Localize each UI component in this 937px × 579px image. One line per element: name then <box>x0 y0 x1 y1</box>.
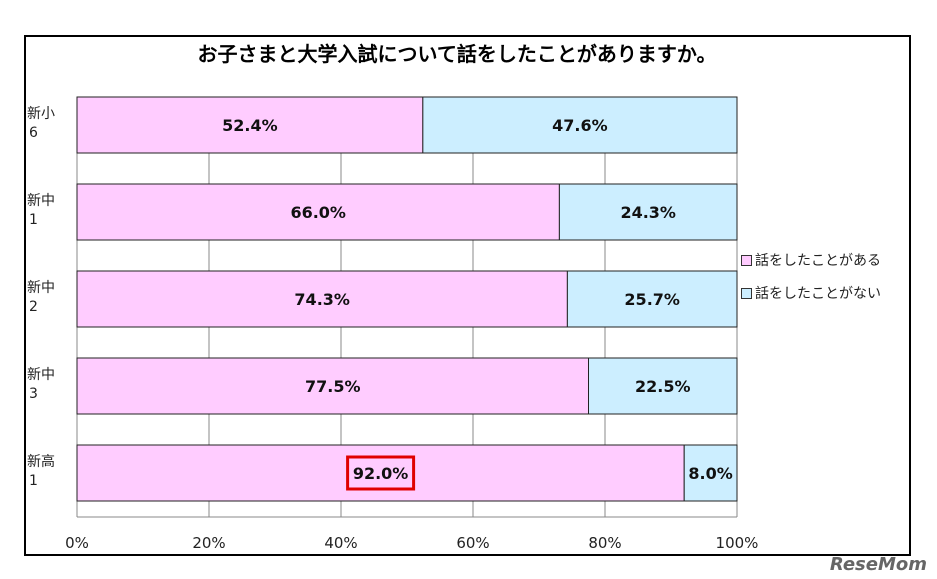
x-tick-label: 20% <box>192 534 226 552</box>
bar-segment <box>76 357 589 415</box>
data-label: 25.7% <box>624 290 680 309</box>
legend-label: 話をしたことがない <box>755 286 881 302</box>
data-label: 77.5% <box>305 377 361 396</box>
legend-label: 話をしたことがある <box>755 253 881 269</box>
x-tick-label: 0% <box>65 534 89 552</box>
data-label: 74.3% <box>294 290 350 309</box>
data-label: 47.6% <box>552 116 608 135</box>
data-label: 24.3% <box>620 203 676 222</box>
chart-frame <box>24 35 911 556</box>
bar-segment <box>683 444 738 502</box>
legend-swatch-icon <box>741 287 752 299</box>
chart-title: お子さまと大学入試について話をしたことがありますか。 <box>197 42 717 66</box>
category-label: 新中 2 <box>27 280 55 315</box>
x-tick-label: 60% <box>456 534 490 552</box>
x-tick-label: 100% <box>715 534 759 552</box>
resemom-logo: ReseMom <box>829 554 927 575</box>
x-tick-label: 80% <box>588 534 622 552</box>
legend-item-no: 話をしたことがない <box>741 283 881 303</box>
bar-segment <box>558 183 738 241</box>
category-label: 新中 3 <box>27 367 55 402</box>
bar-segment <box>566 270 738 328</box>
category-label: 新中 1 <box>27 193 55 228</box>
bar-segment <box>76 183 560 241</box>
bar-segment <box>76 444 685 502</box>
data-label: 66.0% <box>290 203 346 222</box>
bar-segment <box>422 96 738 154</box>
data-label: 52.4% <box>222 116 278 135</box>
data-label: 22.5% <box>635 377 691 396</box>
bar-segment <box>76 96 424 154</box>
legend-swatch-icon <box>741 254 752 266</box>
highlight-box <box>346 455 416 491</box>
bar-segment <box>588 357 738 415</box>
legend-item-yes: 話をしたことがある <box>741 250 881 270</box>
data-label: 92.0% <box>353 464 409 483</box>
category-label: 新高 1 <box>27 454 55 489</box>
x-tick-label: 40% <box>324 534 358 552</box>
data-label: 8.0% <box>688 464 732 483</box>
category-label: 新小 6 <box>27 106 55 141</box>
